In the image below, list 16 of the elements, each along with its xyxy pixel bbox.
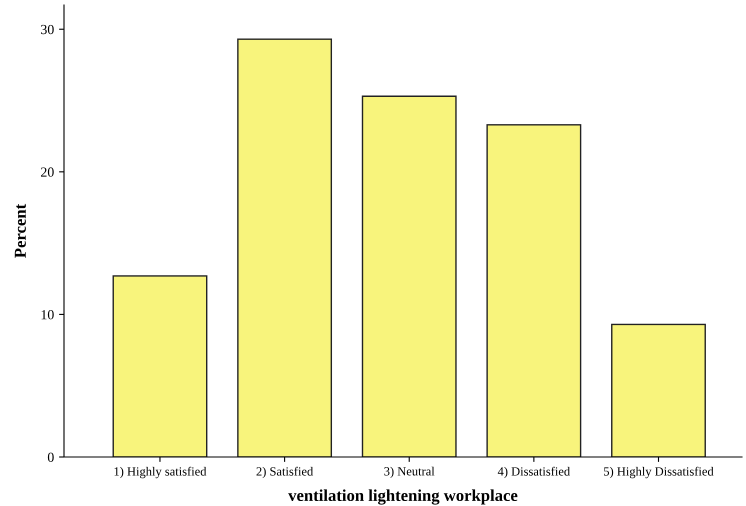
- x-tick-label: 2) Satisfied: [256, 466, 314, 478]
- y-tick-label: 20: [41, 167, 54, 177]
- y-tick-label: 0: [48, 452, 54, 462]
- bar: [112, 275, 208, 457]
- bar: [611, 324, 706, 457]
- x-tick-label: 4) Dissatisfied: [498, 466, 570, 478]
- y-tick-label: 30: [41, 24, 54, 34]
- y-tick-label: 10: [42, 310, 54, 320]
- x-axis-title: ventilation lightening workplace: [288, 489, 518, 505]
- y-axis-title: Percent: [14, 204, 26, 258]
- bar: [362, 96, 457, 457]
- x-tick-label: 5) Highly Dissatisfied: [604, 466, 714, 478]
- x-tick-label: 1) Highly satisfied: [114, 466, 206, 478]
- bar: [486, 124, 582, 457]
- bar: [237, 38, 332, 457]
- x-tick-label: 3) Neutral: [384, 466, 434, 478]
